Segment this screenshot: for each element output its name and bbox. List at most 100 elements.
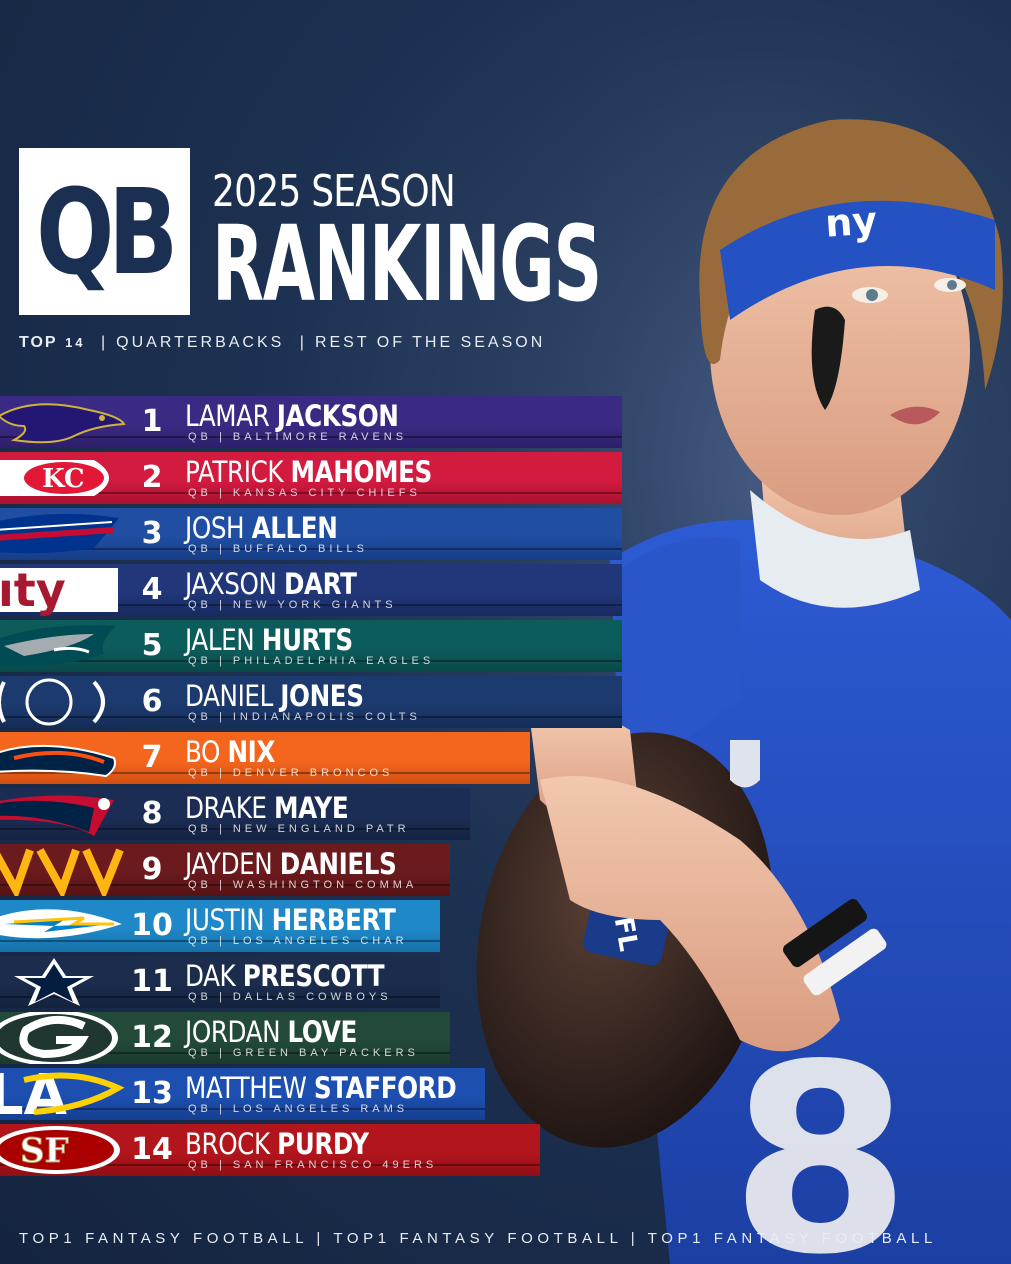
player-team: QB | LOS ANGELES RAMS xyxy=(188,1103,409,1115)
player-name: BROCK PURDY xyxy=(185,1127,369,1161)
player-name: MATTHEW STAFFORD xyxy=(185,1071,457,1105)
player-first-name: BROCK xyxy=(185,1127,270,1161)
ranking-row: 7 BO NIX QB | DENVER BRONCOS xyxy=(0,732,530,784)
player-photo: 8 ny NFL xyxy=(440,60,1011,1264)
player-name: JALEN HURTS xyxy=(185,623,353,657)
svg-text:8: 8 xyxy=(730,1010,911,1264)
row-stripe xyxy=(0,492,622,494)
ravens-logo xyxy=(0,396,129,448)
player-team: QB | KANSAS CITY CHIEFS xyxy=(188,487,421,499)
player-last-name: NIX xyxy=(227,735,275,769)
subtitle-top-number: 14 xyxy=(65,335,86,350)
player-team: QB | DALLAS COWBOYS xyxy=(188,991,392,1003)
player-first-name: JAYDEN xyxy=(185,847,273,881)
bills-logo xyxy=(0,508,129,560)
player-team: QB | INDIANAPOLIS COLTS xyxy=(188,711,421,723)
player-team: QB | BALTIMORE RAVENS xyxy=(188,431,408,443)
player-name: JUSTIN HERBERT xyxy=(185,903,396,937)
ranking-row: ıty 4 JAXSON DART QB | NEW YORK GIANTS xyxy=(0,564,622,616)
player-team: QB | LOS ANGELES CHAR xyxy=(188,935,408,947)
ranking-row: 9 JAYDEN DANIELS QB | WASHINGTON COMMA xyxy=(0,844,450,896)
row-stripe xyxy=(0,548,622,550)
chiefs-logo: KC xyxy=(0,452,129,504)
subtitle-top: TOP xyxy=(19,334,58,351)
player-team: QB | SAN FRANCISCO 49ERS xyxy=(188,1159,438,1171)
player-team: QB | NEW YORK GIANTS xyxy=(188,599,397,611)
svg-text:SF: SF xyxy=(20,1131,69,1171)
colts-logo xyxy=(0,676,129,728)
player-last-name: HURTS xyxy=(261,623,353,657)
row-stripe xyxy=(0,436,622,438)
page-title: RANKINGS xyxy=(212,203,602,325)
player-first-name: JOSH xyxy=(185,511,245,545)
player-name: DAK PRESCOTT xyxy=(185,959,385,993)
player-name: DRAKE MAYE xyxy=(185,791,349,825)
player-first-name: DANIEL xyxy=(185,679,273,713)
player-last-name: HERBERT xyxy=(271,903,396,937)
packers-logo xyxy=(0,1012,129,1064)
svg-text:ıty: ıty xyxy=(0,564,66,616)
qb-badge-text: QB xyxy=(36,162,179,301)
broncos-logo xyxy=(0,732,129,784)
player-last-name: PRESCOTT xyxy=(242,959,385,993)
player-first-name: JORDAN xyxy=(185,1015,281,1049)
rank-number: 6 xyxy=(141,684,163,719)
rank-number: 7 xyxy=(141,740,163,775)
player-name: DANIEL JONES xyxy=(185,679,364,713)
row-stripe xyxy=(0,996,440,998)
ranking-row: SF 14 BROCK PURDY QB | SAN FRANCISCO 49ERS xyxy=(0,1124,540,1176)
player-last-name: JACKSON xyxy=(276,399,399,433)
rank-number: 11 xyxy=(131,964,173,999)
player-first-name: JAXSON xyxy=(185,567,277,601)
rank-number: 9 xyxy=(141,852,163,887)
rank-number: 12 xyxy=(131,1020,173,1055)
subtitle-separator: | xyxy=(100,334,109,351)
commanders-logo xyxy=(0,844,129,896)
player-team: QB | NEW ENGLAND PATR xyxy=(188,823,410,835)
rank-number: 14 xyxy=(131,1132,173,1167)
ranking-row: 8 DRAKE MAYE QB | NEW ENGLAND PATR xyxy=(0,788,470,840)
player-first-name: PATRICK xyxy=(185,455,284,489)
ranking-row: 3 JOSH ALLEN QB | BUFFALO BILLS xyxy=(0,508,622,560)
player-name: JOSH ALLEN xyxy=(185,511,338,545)
chargers-logo xyxy=(0,900,129,952)
rank-number: 8 xyxy=(141,796,163,831)
player-first-name: JALEN xyxy=(185,623,255,657)
player-first-name: DRAKE xyxy=(185,791,267,825)
row-stripe xyxy=(0,1108,485,1110)
footer-brand: TOP1 FANTASY FOOTBALL | TOP1 FANTASY FOO… xyxy=(19,1230,937,1247)
player-team: QB | GREEN BAY PACKERS xyxy=(188,1047,419,1059)
rank-number: 3 xyxy=(141,516,163,551)
row-stripe xyxy=(0,716,622,718)
qb-badge: QB xyxy=(19,148,190,315)
player-last-name: ALLEN xyxy=(251,511,338,545)
rank-number: 5 xyxy=(141,628,163,663)
eagles-logo xyxy=(0,620,129,672)
player-last-name: MAYE xyxy=(273,791,349,825)
player-name: JORDAN LOVE xyxy=(185,1015,357,1049)
player-team: QB | PHILADELPHIA EAGLES xyxy=(188,655,435,667)
ranking-row: 12 JORDAN LOVE QB | GREEN BAY PACKERS xyxy=(0,1012,450,1064)
rank-number: 10 xyxy=(131,908,173,943)
player-team: QB | BUFFALO BILLS xyxy=(188,543,369,555)
row-stripe xyxy=(0,884,450,886)
player-last-name: MAHOMES xyxy=(290,455,433,489)
player-name: JAYDEN DANIELS xyxy=(185,847,397,881)
rank-number: 13 xyxy=(131,1076,173,1111)
player-team: QB | WASHINGTON COMMA xyxy=(188,879,418,891)
player-first-name: LAMAR xyxy=(185,399,270,433)
ranking-row: 10 JUSTIN HERBERT QB | LOS ANGELES CHAR xyxy=(0,900,440,952)
player-last-name: DART xyxy=(283,567,357,601)
ranking-row: 11 DAK PRESCOTT QB | DALLAS COWBOYS xyxy=(0,956,440,1008)
player-name: BO NIX xyxy=(185,735,275,769)
row-stripe xyxy=(0,940,440,942)
player-last-name: JONES xyxy=(280,679,364,713)
row-stripe xyxy=(0,1164,540,1166)
subtitle-period: REST OF THE SEASON xyxy=(314,334,546,351)
row-stripe xyxy=(0,1052,450,1054)
player-first-name: DAK xyxy=(185,959,236,993)
rams-logo: LA xyxy=(0,1068,129,1120)
ranking-row: 1 LAMAR JACKSON QB | BALTIMORE RAVENS xyxy=(0,396,622,448)
row-stripe xyxy=(0,604,622,606)
